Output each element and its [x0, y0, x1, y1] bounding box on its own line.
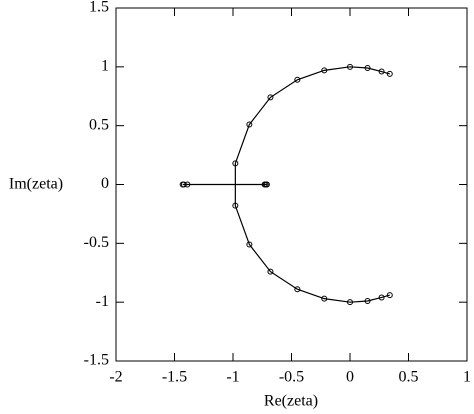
point-marker — [232, 202, 239, 209]
y-tick-label: -1.5 — [84, 352, 109, 369]
point-marker — [378, 294, 385, 301]
point-marker — [347, 63, 353, 70]
x-tick-label: -0.5 — [279, 369, 304, 386]
point-marker — [246, 121, 253, 128]
point-marker — [180, 181, 187, 188]
point-marker — [267, 268, 274, 275]
point-marker — [321, 295, 328, 302]
y-tick-label: -1 — [96, 293, 109, 310]
y-axis-label: Im(zeta) — [9, 176, 63, 193]
x-tick-label: -1 — [226, 369, 239, 386]
y-tick-label: 1 — [101, 58, 109, 75]
point-marker — [267, 94, 274, 101]
y-tick-label: 0.5 — [89, 116, 109, 133]
point-marker — [232, 160, 239, 167]
plot-frame — [115, 7, 468, 362]
x-tick-label: -1.5 — [162, 369, 187, 386]
x-axis-label: Re(zeta) — [264, 393, 318, 410]
point-marker — [294, 76, 301, 83]
point-marker — [347, 299, 353, 306]
point-marker — [184, 181, 191, 188]
point-marker — [378, 68, 385, 75]
point-marker — [386, 292, 393, 299]
point-marker — [386, 70, 393, 77]
point-marker — [364, 65, 371, 72]
y-tick-label: 0 — [101, 175, 109, 192]
point-marker — [246, 241, 253, 248]
x-tick-label: 0 — [346, 369, 354, 386]
x-tick-label: 0.5 — [399, 369, 419, 386]
point-marker — [364, 297, 371, 304]
point-marker — [294, 286, 301, 293]
y-tick-label: -0.5 — [84, 234, 109, 251]
y-tick-label: 1.5 — [89, 0, 109, 16]
point-marker — [263, 181, 270, 188]
point-marker — [321, 67, 328, 74]
x-tick-label: -2 — [109, 369, 122, 386]
x-tick-label: 1 — [463, 369, 471, 386]
